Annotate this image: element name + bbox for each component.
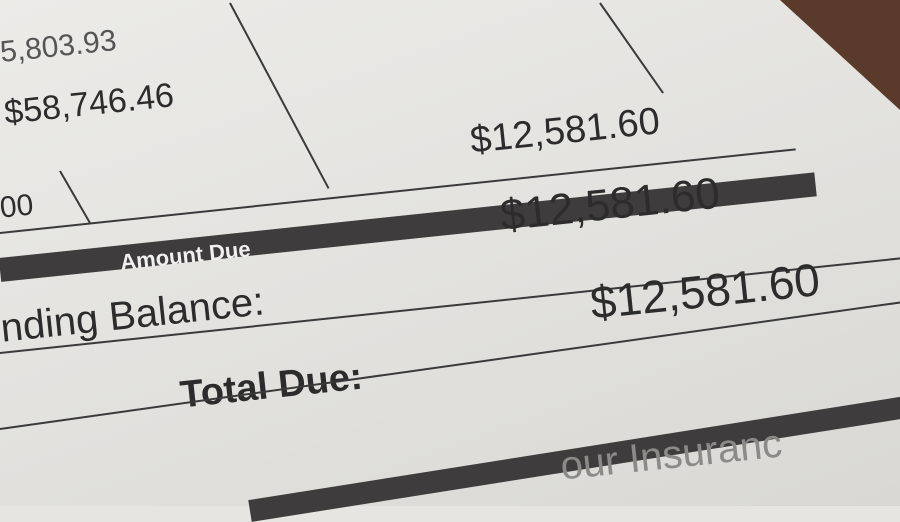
left-partial-amount: 00 bbox=[0, 188, 35, 225]
